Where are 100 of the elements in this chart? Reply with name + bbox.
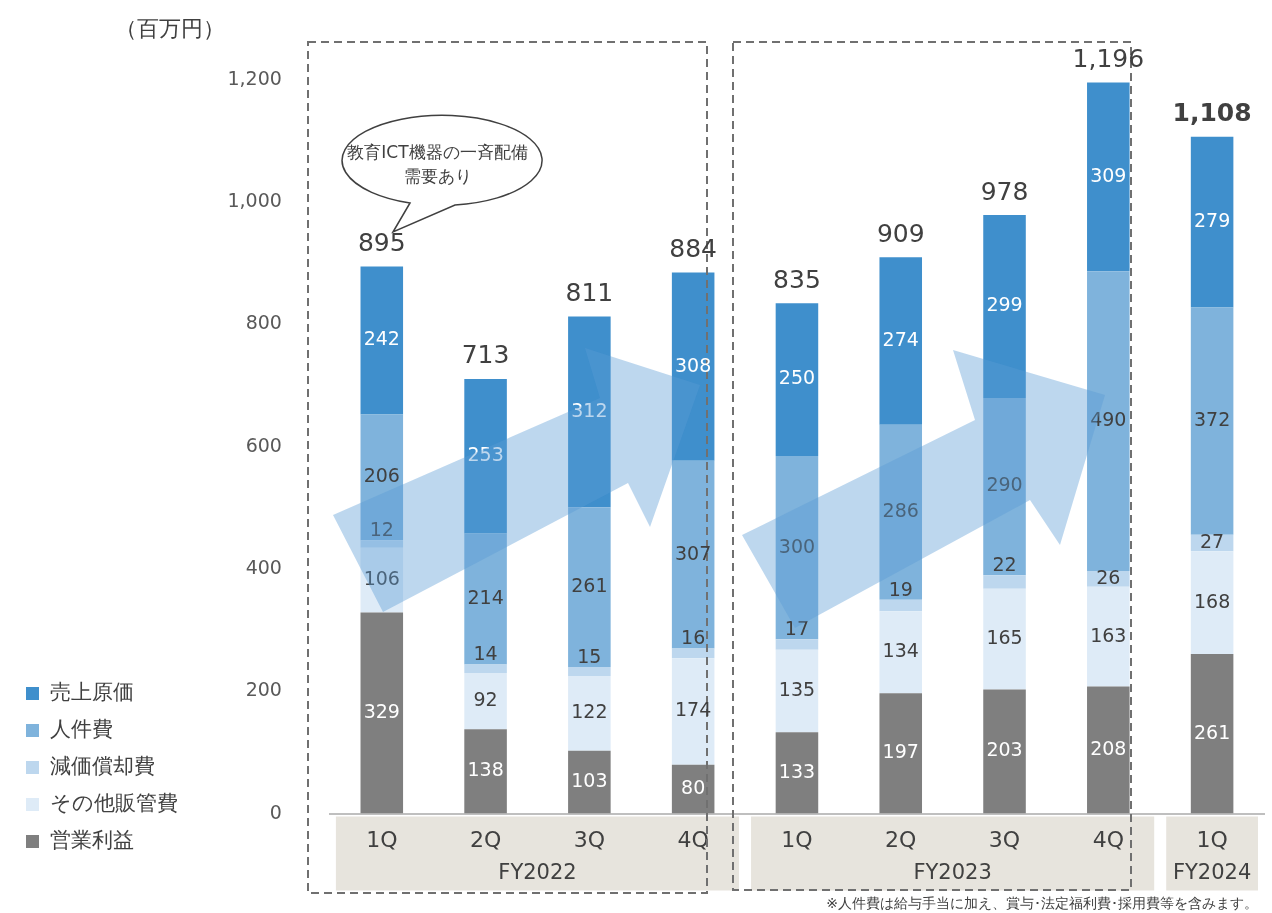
data-label: 138 xyxy=(467,758,504,781)
data-label: 206 xyxy=(363,464,400,487)
data-label: 122 xyxy=(571,700,608,723)
bar xyxy=(464,729,507,814)
data-label: 106 xyxy=(363,567,400,590)
y-tick-label: 1,200 xyxy=(227,66,282,89)
bar xyxy=(879,257,923,425)
bar xyxy=(983,397,1026,576)
data-label: 372 xyxy=(1193,408,1231,431)
bar xyxy=(775,303,819,456)
x-tick-label: 2Q xyxy=(885,826,917,852)
data-label: 133 xyxy=(778,759,816,782)
total-label: 835 xyxy=(773,264,821,294)
data-label: 490 xyxy=(1090,408,1127,431)
data-label: 309 xyxy=(1090,163,1127,186)
bar xyxy=(1190,551,1234,655)
data-label: 19 xyxy=(888,577,913,600)
total-label: 978 xyxy=(980,176,1029,206)
annotation: 教育ICT機器の一斉配備需要あり xyxy=(346,141,529,188)
total-label: 1,196 xyxy=(1072,43,1145,73)
bar xyxy=(360,612,404,814)
y-tick-label: 800 xyxy=(245,311,282,334)
bar xyxy=(568,676,611,751)
bar xyxy=(1087,586,1130,687)
bar xyxy=(775,639,819,650)
data-label: 279 xyxy=(1193,209,1231,232)
legend-label: 減価償却費 xyxy=(49,753,155,778)
data-label: 92 xyxy=(473,688,498,711)
y-tick-label: 0 xyxy=(269,800,282,823)
y-tick-label: 200 xyxy=(245,678,282,701)
y-axis-title: （百万円） xyxy=(115,15,225,43)
y-tick-label: 400 xyxy=(245,556,282,578)
data-label: 261 xyxy=(1193,720,1231,743)
data-label: 307 xyxy=(675,541,712,564)
bar xyxy=(360,540,404,548)
bar xyxy=(983,689,1026,814)
data-label: 329 xyxy=(363,699,400,722)
bar xyxy=(671,272,715,461)
data-label: 165 xyxy=(986,626,1023,648)
x-tick-label: 3Q xyxy=(988,826,1021,852)
data-label: 134 xyxy=(882,639,919,662)
bar xyxy=(671,460,715,649)
data-label: 300 xyxy=(778,534,816,557)
bar xyxy=(983,588,1026,690)
total-label: 909 xyxy=(876,218,925,248)
bar xyxy=(568,507,611,667)
bar xyxy=(879,424,923,600)
data-label: 274 xyxy=(882,327,919,350)
bar xyxy=(568,666,611,677)
x-tick-label: 2Q xyxy=(469,826,502,852)
legend-label: その他販管費 xyxy=(49,790,178,815)
text: FY2022 xyxy=(498,860,577,885)
bar xyxy=(879,599,923,612)
bar xyxy=(360,414,404,541)
bar xyxy=(360,266,404,415)
data-label: 16 xyxy=(681,626,706,649)
data-label: 308 xyxy=(675,353,712,376)
data-label: 286 xyxy=(882,499,919,522)
bar xyxy=(1087,82,1130,272)
data-label: 253 xyxy=(467,443,504,466)
data-label: 22 xyxy=(992,553,1017,576)
data-label: 12 xyxy=(369,518,394,541)
total-label: 713 xyxy=(461,340,510,370)
data-label: 203 xyxy=(986,738,1023,761)
total-label: 895 xyxy=(357,227,406,257)
data-label: 26 xyxy=(1096,565,1121,588)
legend-label: 人件費 xyxy=(49,716,113,741)
text: FY2023 xyxy=(913,860,992,885)
legend-label: 営業利益 xyxy=(49,827,134,852)
bar xyxy=(464,378,507,534)
text: ※人件費は給与手当に加え、賞与･法定福利費･採用費等を含みます。 xyxy=(826,895,1258,913)
bar xyxy=(1190,307,1234,535)
total-label: 811 xyxy=(565,278,614,308)
bar xyxy=(464,533,507,665)
y-tick-label: 1,000 xyxy=(227,189,282,212)
data-label: 312 xyxy=(571,398,608,421)
data-label: 27 xyxy=(1200,530,1225,553)
bar xyxy=(1087,686,1130,814)
bar xyxy=(568,316,611,508)
data-label: 214 xyxy=(467,585,504,608)
data-label: 103 xyxy=(571,769,608,792)
bar xyxy=(464,664,507,673)
bar xyxy=(983,575,1026,589)
data-label: 242 xyxy=(363,327,400,350)
x-tick-label: 4Q xyxy=(677,826,709,852)
y-tick-label: 600 xyxy=(245,433,282,456)
data-label: 250 xyxy=(778,366,816,389)
data-label: 174 xyxy=(675,698,712,721)
bar xyxy=(1087,271,1130,571)
total-label: 884 xyxy=(669,234,718,264)
bar xyxy=(464,672,507,730)
bar xyxy=(775,455,819,640)
total-label: 1,108 xyxy=(1172,98,1252,128)
text: FY2024 xyxy=(1172,860,1252,885)
bar xyxy=(1190,136,1234,308)
data-label: 208 xyxy=(1090,736,1127,759)
x-tick-label: 1Q xyxy=(366,826,398,852)
data-label: 168 xyxy=(1193,589,1231,612)
bar xyxy=(983,215,1026,398)
bar xyxy=(671,658,715,765)
